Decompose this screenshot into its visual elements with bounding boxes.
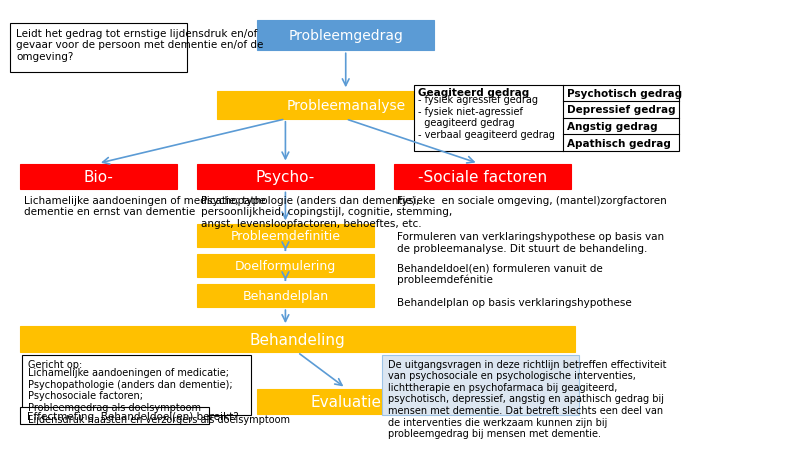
Text: Behandeldoel(en) formuleren vanuit de
probleemdefénitie: Behandeldoel(en) formuleren vanuit de pr… <box>397 262 602 285</box>
FancyBboxPatch shape <box>414 85 679 152</box>
Text: Evaluatie: Evaluatie <box>310 394 381 409</box>
Text: Behandelplan: Behandelplan <box>242 289 328 302</box>
FancyBboxPatch shape <box>197 224 373 248</box>
Text: Psychopathologie (anders dan dementie),
persoonlijkheid, copingstijl, cognitie, : Psychopathologie (anders dan dementie), … <box>201 195 452 228</box>
FancyBboxPatch shape <box>393 165 570 190</box>
Text: Gericht op:: Gericht op: <box>28 359 82 370</box>
Text: Angstig gedrag: Angstig gedrag <box>566 122 657 132</box>
FancyBboxPatch shape <box>257 21 434 51</box>
FancyBboxPatch shape <box>22 355 251 415</box>
Text: - fysiek agressief gedrag
- fysiek niet-agressief
  geagiteerd gedrag
- verbaal : - fysiek agressief gedrag - fysiek niet-… <box>418 95 554 139</box>
Text: De uitgangsvragen in deze richtlijn betreffen effectiviteit
van psychosociale en: De uitgangsvragen in deze richtlijn betr… <box>387 359 665 438</box>
Text: Depressief gedrag: Depressief gedrag <box>566 105 675 115</box>
Text: Psychotisch gedrag: Psychotisch gedrag <box>566 89 681 99</box>
Text: Bio-: Bio- <box>84 170 113 185</box>
FancyBboxPatch shape <box>257 389 434 414</box>
FancyBboxPatch shape <box>197 254 373 278</box>
FancyBboxPatch shape <box>20 408 209 424</box>
Text: Doelformulering: Doelformulering <box>234 259 336 272</box>
Text: Lichamelijke aandoeningen of medicatie;
Psychopathologie (anders dan dementie);
: Lichamelijke aandoeningen of medicatie; … <box>28 368 290 423</box>
Text: Behandelplan op basis verklaringshypothese: Behandelplan op basis verklaringshypothe… <box>397 297 631 307</box>
FancyBboxPatch shape <box>381 355 578 415</box>
FancyBboxPatch shape <box>20 327 574 352</box>
FancyBboxPatch shape <box>197 284 373 308</box>
Text: Probleemgedrag: Probleemgedrag <box>288 29 402 43</box>
Text: Lichamelijke aandoeningen of medicatie; type
dementie en ernst van dementie: Lichamelijke aandoeningen of medicatie; … <box>24 195 265 217</box>
Text: -Sociale factoren: -Sociale factoren <box>418 170 546 185</box>
Text: Effectmeting. Behandeldoel(en) bereikt?: Effectmeting. Behandeldoel(en) bereikt? <box>26 410 238 421</box>
Text: Formuleren van verklaringshypothese op basis van
de probleemanalyse. Dit stuurt : Formuleren van verklaringshypothese op b… <box>397 231 663 253</box>
FancyBboxPatch shape <box>197 165 373 190</box>
Text: Geagiteerd gedrag: Geagiteerd gedrag <box>418 88 528 98</box>
Text: Probleemanalyse: Probleemanalyse <box>286 99 405 113</box>
Text: Apathisch gedrag: Apathisch gedrag <box>566 138 670 148</box>
Text: Psycho-: Psycho- <box>255 170 315 185</box>
FancyBboxPatch shape <box>20 165 177 190</box>
Text: Probleemdefinitie: Probleemdefinitie <box>230 230 340 243</box>
Text: Behandeling: Behandeling <box>249 332 345 347</box>
Text: Fysieke  en sociale omgeving, (mantel)zorgfactoren: Fysieke en sociale omgeving, (mantel)zor… <box>397 195 666 205</box>
FancyBboxPatch shape <box>217 92 474 120</box>
FancyBboxPatch shape <box>10 23 186 73</box>
Text: Leidt het gedrag tot ernstige lijdensdruk en/of
gevaar voor de persoon met demen: Leidt het gedrag tot ernstige lijdensdru… <box>16 28 263 62</box>
